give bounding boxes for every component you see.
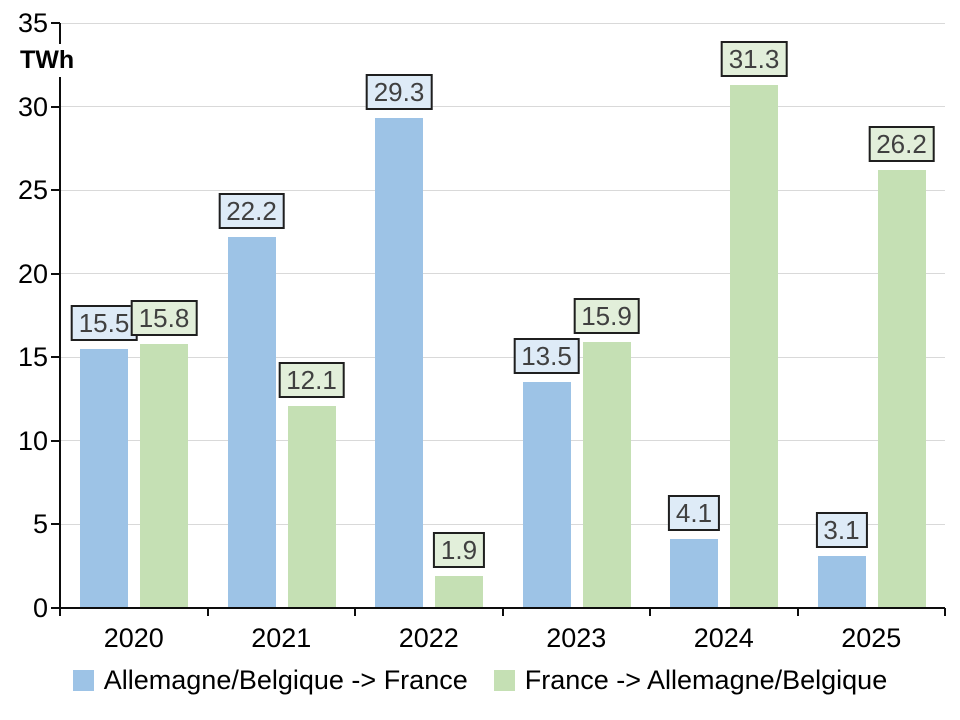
bar-value-label: 31.3 [720, 40, 788, 77]
legend: Allemagne/Belgique -> France France -> A… [0, 665, 960, 696]
bar-value-label: 4.1 [667, 495, 721, 532]
bar-2020-series1 [140, 343, 188, 608]
bar-2023-series0 [522, 382, 571, 608]
x-axis-tick [354, 608, 356, 616]
x-axis-tick [501, 608, 504, 616]
bar-value-label: 26.2 [868, 126, 935, 163]
legend-item-allemagne-belgique-to-france: Allemagne/Belgique -> France [72, 665, 468, 696]
gridline [60, 440, 945, 442]
gridline [60, 356, 945, 358]
bar-2024-series1 [730, 84, 778, 608]
y-axis-tick [51, 356, 60, 359]
bar-2025-series0 [817, 556, 866, 608]
y-axis-tick [51, 523, 60, 526]
y-tick-label: 10 [17, 425, 48, 456]
x-category-label: 2020 [103, 623, 164, 653]
bar-value-label: 22.2 [218, 192, 285, 229]
y-axis-tick [51, 189, 60, 192]
bar-value-label: 29.3 [365, 74, 433, 111]
y-axis-tick [51, 607, 60, 609]
x-axis-tick [796, 608, 799, 616]
legend-label: France -> Allemagne/Belgique [524, 665, 888, 695]
legend-label: Allemagne/Belgique -> France [103, 665, 468, 695]
x-axis-tick [206, 608, 209, 616]
bar-2021-series0 [227, 236, 276, 608]
bar-value-label: 13.5 [513, 338, 580, 375]
bar-2022-series1 [435, 576, 483, 608]
gridline [60, 106, 945, 108]
x-axis-tick [944, 608, 946, 616]
bar-2020-series0 [80, 348, 128, 608]
bar-value-label: 3.1 [815, 512, 868, 549]
legend-swatch-green [493, 670, 515, 691]
y-tick-label: 30 [17, 91, 48, 122]
bar-value-label: 15.8 [130, 299, 198, 336]
bar-value-label: 15.9 [573, 298, 640, 335]
x-category-label: 2024 [693, 623, 754, 653]
gridline [60, 22, 945, 24]
gridline [60, 523, 945, 525]
y-tick-label: 15 [17, 342, 48, 373]
bar-2021-series1 [287, 405, 336, 608]
gridline [60, 273, 945, 275]
y-axis-title: TWh [16, 44, 79, 77]
y-axis-tick [51, 439, 60, 442]
x-category-label: 2021 [251, 623, 312, 653]
bar-value-label: 1.9 [432, 532, 486, 569]
bar-2023-series1 [582, 342, 631, 608]
bar-2024-series0 [670, 539, 718, 608]
y-tick-label: 0 [32, 593, 48, 623]
x-axis-tick [649, 608, 651, 616]
y-tick-label: 5 [32, 509, 48, 540]
y-tick-label: 35 [17, 8, 48, 38]
x-category-label: 2022 [398, 623, 459, 653]
gridline [60, 189, 945, 191]
y-axis [59, 23, 61, 616]
bar-value-label: 12.1 [278, 361, 345, 398]
legend-item-france-to-allemagne-belgique: France -> Allemagne/Belgique [493, 665, 888, 696]
y-axis-tick [51, 105, 60, 108]
x-category-label: 2023 [546, 623, 607, 653]
y-tick-label: 20 [17, 258, 48, 289]
y-axis-tick [51, 272, 60, 275]
y-tick-label: 25 [17, 175, 48, 206]
y-axis-tick [51, 22, 60, 24]
bar-value-label: 15.5 [70, 304, 138, 341]
bar-2022-series0 [375, 118, 423, 608]
x-category-label: 2025 [841, 623, 902, 653]
bar-2025-series1 [877, 170, 926, 608]
legend-swatch-blue [72, 670, 94, 691]
